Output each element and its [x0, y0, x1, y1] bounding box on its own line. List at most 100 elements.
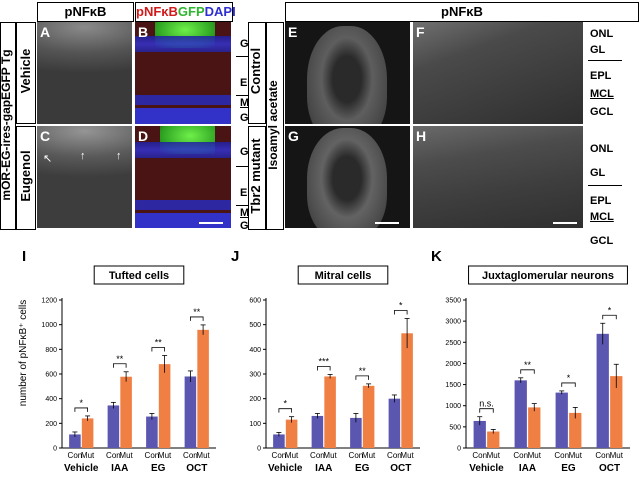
- bar-con: [107, 405, 120, 448]
- category-label: OCT: [186, 463, 207, 474]
- y-tick-label: 1000: [41, 322, 57, 329]
- significance-label: *: [567, 373, 571, 383]
- significance-bracket: [602, 314, 617, 320]
- panel-c-image: ↖ ↑ ↑: [37, 126, 132, 228]
- y-tick-label: 200: [249, 396, 261, 403]
- sub-label: Mut: [81, 451, 95, 460]
- row-label-eugenol: Eugenol: [18, 150, 33, 202]
- layer-sep: [588, 185, 622, 186]
- layer-gl-bottom-right: GL: [590, 167, 606, 179]
- y-tick-label: 1200: [41, 298, 57, 305]
- olfactory-bulb-section: [307, 26, 387, 124]
- y-tick-label: 0: [457, 446, 461, 453]
- significance-bracket: [151, 347, 166, 352]
- panel-letter-c: C: [40, 128, 51, 144]
- sub-label: Con: [68, 451, 83, 460]
- chart-title: Juxtaglomerular neurons: [482, 270, 614, 282]
- y-tick-label: 2500: [445, 340, 461, 347]
- chart-mitral-cells: Mitral cells0100200300400500600ConMut*Ve…: [249, 265, 420, 474]
- olfactory-bulb-section: [307, 128, 387, 228]
- merge-gl-blue-band: [135, 36, 231, 52]
- merge-label-pnfkb: pNFκB: [136, 4, 178, 19]
- y-tick-label: 800: [45, 347, 57, 354]
- panel-letter-b: B: [138, 24, 149, 40]
- row-box-vehicle: [16, 22, 36, 124]
- category-label: Vehicle: [469, 463, 504, 474]
- header-pnfkb-right: pNFκB: [285, 2, 639, 22]
- significance-bracket: [479, 408, 494, 413]
- category-label: Vehicle: [64, 463, 99, 474]
- sub-label: Con: [387, 451, 402, 460]
- y-tick-label: 300: [249, 372, 261, 379]
- sub-label: Mut: [323, 451, 337, 460]
- chart-title-box: [468, 265, 628, 285]
- chart-letter-j: J: [231, 248, 240, 265]
- chart-title-box: [297, 265, 389, 285]
- layer-mcl-bottom-right: MCL: [590, 211, 614, 223]
- merge-label-gfp: GFP: [177, 4, 205, 19]
- layer-gl-top-right: GL: [590, 44, 606, 56]
- chart-title: Mitral cells: [315, 270, 372, 282]
- significance-bracket: [355, 375, 370, 380]
- chart-letter-i: I: [22, 248, 27, 265]
- bar-mut: [81, 418, 94, 448]
- scale-bar: [553, 222, 577, 224]
- bar-con: [311, 415, 324, 448]
- bar-mut: [324, 376, 336, 448]
- sub-label: Con: [145, 451, 160, 460]
- bar-mut: [197, 329, 209, 448]
- panel-h-image: [413, 126, 583, 228]
- y-tick-label: 600: [249, 298, 261, 305]
- significance-label: *: [608, 305, 612, 315]
- bar-mut: [528, 407, 541, 448]
- significance-label: **: [193, 307, 201, 317]
- bar-mut: [610, 376, 623, 448]
- sub-label: Con: [513, 451, 528, 460]
- bar-mut: [285, 419, 298, 448]
- bar-mut: [120, 376, 132, 448]
- bar-mut: [362, 385, 375, 448]
- significance-bracket: [74, 407, 89, 412]
- panel-d-image: [135, 126, 231, 228]
- bar-con: [555, 392, 568, 448]
- panel-letter-a: A: [40, 24, 51, 40]
- layer-sep: [588, 60, 622, 61]
- arrow-icon: ↑: [116, 150, 122, 162]
- y-tick-label: 600: [45, 372, 57, 379]
- chart-tufted-cells: Tufted cells020040060080010001200ConMut*…: [41, 265, 216, 474]
- category-label: EG: [151, 463, 166, 474]
- chart-title: Tufted cells: [109, 270, 169, 282]
- panel-b-image: [135, 22, 231, 124]
- category-label: IAA: [111, 463, 128, 474]
- chart-title-box: [93, 265, 185, 285]
- sub-label: Con: [595, 451, 610, 460]
- sub-label: Mut: [528, 451, 542, 460]
- sub-label: Mut: [569, 451, 583, 460]
- sub-label: Mut: [362, 451, 376, 460]
- sub-label: Con: [183, 451, 198, 460]
- sub-label: Con: [310, 451, 325, 460]
- bar-con: [388, 398, 401, 448]
- layer-onl-top-right: ONL: [590, 28, 614, 40]
- panel-a-image: [37, 22, 132, 124]
- category-label: EG: [561, 463, 576, 474]
- panel-letter-g: G: [288, 128, 299, 144]
- y-tick-label: 400: [45, 396, 57, 403]
- category-label: Vehicle: [268, 463, 303, 474]
- row-label-vehicle: Vehicle: [18, 48, 33, 94]
- sub-label: Mut: [285, 451, 299, 460]
- layer-epl-bottom-right: EPL: [590, 195, 612, 207]
- header-pnfkb-left: pNFκB: [37, 2, 134, 22]
- y-tick-label: 3000: [445, 319, 461, 326]
- layer-onl-bottom-right: ONL: [590, 143, 614, 155]
- category-label: IAA: [315, 463, 332, 474]
- layer-epl-top-right: EPL: [590, 70, 612, 82]
- header-merge: pNFκBGFPDAPI: [135, 2, 236, 22]
- significance-bracket: [112, 363, 127, 368]
- sub-label: Con: [272, 451, 287, 460]
- panel-letter-f: F: [416, 24, 425, 40]
- row-title-left: mOR-EG-ires-gapEGFP Tg: [0, 49, 13, 201]
- y-tick-label: 500: [449, 424, 461, 431]
- bar-con: [146, 416, 158, 448]
- significance-label: *: [283, 399, 287, 409]
